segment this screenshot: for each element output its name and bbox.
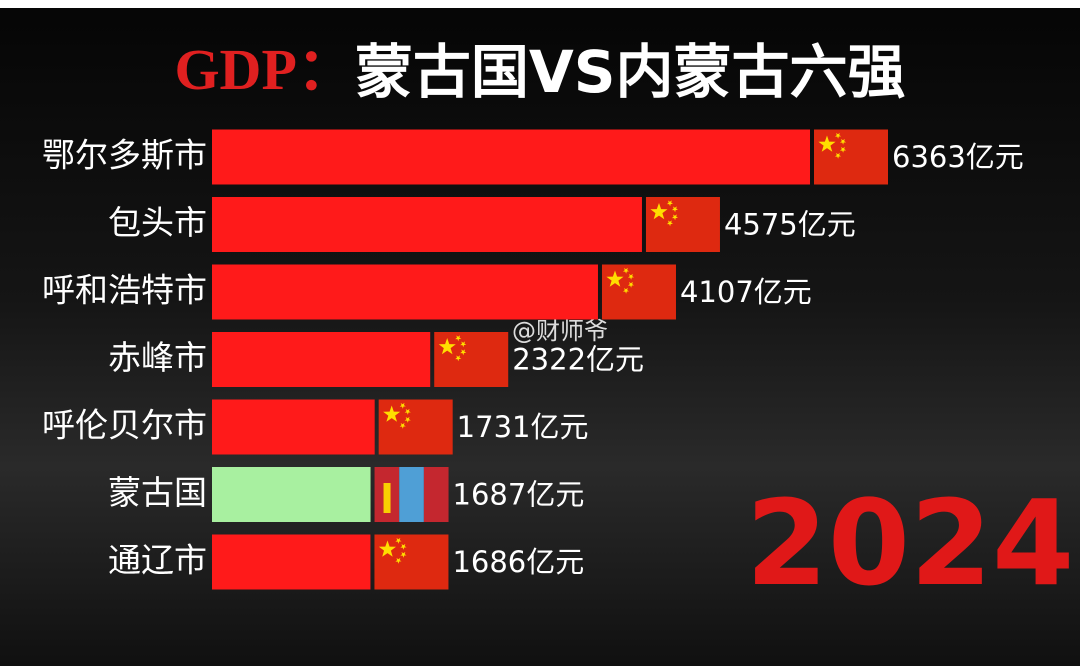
title-text: 蒙古国VS内蒙古六强 — [355, 38, 906, 106]
bar — [212, 534, 371, 590]
flag-star — [383, 405, 401, 422]
flag-star — [404, 416, 411, 423]
flag — [601, 264, 676, 320]
flag-star — [399, 422, 406, 429]
value-label: 4107亿元 — [680, 275, 812, 309]
bar — [212, 129, 810, 185]
value-label: 2322亿元 — [512, 343, 644, 377]
category-label: 呼和浩特市 — [42, 271, 207, 310]
flag-star — [395, 537, 402, 544]
flag-star — [671, 214, 678, 221]
flag-star — [399, 402, 406, 409]
value-label: 1731亿元 — [457, 410, 589, 444]
year-annotation: 2024 — [746, 474, 1074, 612]
flag-star — [460, 341, 467, 348]
value-label: 1687亿元 — [453, 478, 585, 512]
category-label: 鄂尔多斯市 — [42, 136, 207, 175]
flag-star — [400, 551, 407, 558]
flag-blue — [399, 467, 424, 522]
flag-star — [378, 540, 396, 557]
flag-star — [671, 206, 678, 213]
flag-star — [455, 335, 462, 342]
category-label: 蒙古国 — [108, 473, 207, 512]
category-label: 通辽市 — [108, 541, 207, 580]
bar — [212, 399, 375, 455]
flag-star — [840, 138, 847, 145]
flag-star — [438, 338, 456, 355]
flag — [374, 467, 449, 522]
top-strip — [0, 0, 1080, 8]
flag-star — [395, 557, 402, 564]
flag — [814, 129, 888, 185]
title-highlight: GDP： — [174, 37, 354, 102]
flag — [374, 534, 449, 590]
value-label: 1686亿元 — [452, 545, 584, 579]
flag — [434, 332, 509, 387]
flag-star — [455, 355, 462, 362]
flag-star — [623, 267, 629, 274]
watermark: @财师爷 — [512, 317, 608, 345]
flag — [378, 399, 453, 455]
flag-field — [434, 332, 509, 387]
category-label: 包头市 — [108, 203, 207, 242]
category-label: 赤峰市 — [108, 338, 207, 377]
bar — [212, 197, 642, 252]
flag-field — [378, 399, 453, 455]
flag-star — [666, 200, 673, 207]
flag-field — [601, 264, 676, 320]
flag-star — [835, 132, 842, 139]
soyombo — [383, 483, 391, 513]
flag-field — [645, 197, 720, 252]
flag-star — [400, 543, 407, 550]
category-label: 呼伦贝尔市 — [42, 406, 207, 445]
flag-field — [374, 534, 449, 590]
flag-star — [623, 287, 629, 294]
flag — [645, 197, 720, 252]
flag-star — [666, 220, 673, 227]
value-label: 4575亿元 — [724, 208, 856, 242]
chart-title: GDP：蒙古国VS内蒙古六强 — [174, 37, 905, 106]
bar — [212, 264, 598, 320]
flag-star — [460, 349, 467, 356]
flag-star — [606, 270, 624, 287]
flag-star — [835, 152, 842, 159]
flag-field — [814, 129, 888, 185]
bar — [212, 332, 431, 387]
value-label: 6363亿元 — [892, 140, 1024, 174]
flag-red — [423, 467, 449, 522]
flag-star — [650, 203, 668, 220]
flag-star — [404, 408, 411, 415]
bar — [212, 467, 371, 522]
flag-star — [840, 146, 847, 153]
flag-star — [628, 273, 634, 280]
flag-star — [818, 135, 836, 152]
flag-star — [628, 281, 634, 288]
